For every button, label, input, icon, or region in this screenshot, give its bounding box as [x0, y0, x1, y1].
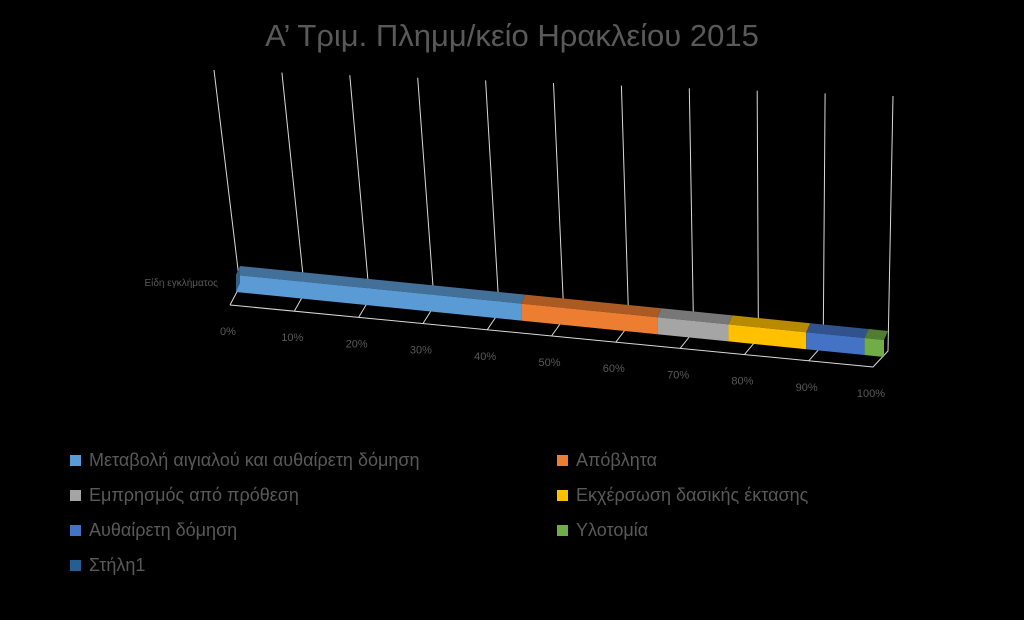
- legend-label: Μεταβολή αιγιαλού και αυθαίρετη δόμηση: [89, 449, 420, 470]
- legend-label: Απόβλητα: [576, 449, 658, 470]
- x-tick-label: 10%: [281, 332, 303, 344]
- legend-swatch: [70, 489, 81, 501]
- x-axis: [229, 304, 874, 368]
- legend-item: Απόβλητα: [557, 448, 957, 472]
- bar-segment: [728, 324, 807, 350]
- bar-segment-top: [521, 294, 662, 318]
- bar-segment-top: [236, 266, 526, 304]
- gridline: [872, 95, 894, 368]
- x-tick-label: 30%: [410, 345, 432, 357]
- bar-segment-top: [657, 308, 733, 325]
- gridline: [808, 93, 826, 362]
- legend-swatch: [557, 489, 568, 501]
- legend-item: Εμπρησμός από πρόθεση: [70, 483, 557, 507]
- legend-label: Στήλη1: [89, 554, 146, 575]
- legend-item: Στήλη1: [70, 553, 557, 577]
- chart-title: Α’ Τριμ. Πλημμ/κείο Ηρακλείου 2015: [265, 18, 759, 53]
- x-tick-label: 40%: [474, 351, 496, 363]
- x-tick-label: 60%: [603, 363, 625, 375]
- legend-label: Εμπρησμός από πρόθεση: [89, 484, 299, 505]
- bar-segment-top: [864, 329, 888, 340]
- x-tick-label: 90%: [796, 382, 818, 394]
- legend-item: Αυθαίρετη δόμηση: [70, 518, 557, 542]
- x-tick-label: 100%: [857, 388, 885, 400]
- x-tick-label: 70%: [667, 369, 689, 381]
- gridline: [679, 88, 695, 349]
- gridline: [213, 69, 241, 306]
- legend-label: Εκχέρσωση δασικής έκτασης: [576, 484, 809, 505]
- x-tick-labels: 0% 10% 20% 30% 40% 50% 60% 70% 80% 90% 100%: [220, 326, 885, 400]
- bar-segment: [806, 332, 865, 356]
- bar-segment-top: [806, 323, 869, 339]
- legend: Μεταβολή αιγιαλού και αυθαίρετη δόμηση Απ…: [70, 448, 970, 577]
- x-tick-label: 50%: [538, 357, 560, 369]
- legend-swatch: [557, 524, 568, 536]
- bar-segment: [864, 338, 884, 357]
- chart-plot-area: 0% 10% 20% 30% 40% 50% 60% 70% 80% 90% 100% Είδη ε…: [144, 69, 894, 400]
- bar-segment: [236, 275, 522, 321]
- x-tick-label: 20%: [346, 338, 368, 350]
- legend-item: Υλοτομία: [557, 518, 957, 542]
- legend-label: Υλοτομία: [576, 519, 649, 540]
- bar-stack: [236, 266, 888, 357]
- legend-swatch: [70, 454, 81, 466]
- bar-segment-top: [728, 315, 811, 333]
- gridline: [744, 90, 759, 355]
- x-tick-label: 80%: [731, 376, 753, 388]
- x-tick-label: 0%: [220, 326, 236, 338]
- legend-swatch: [70, 559, 81, 571]
- bar-end-cap: [236, 266, 240, 292]
- bar-segment: [657, 317, 729, 342]
- category-label: Είδη εγκλήματος: [144, 277, 218, 289]
- legend-swatch: [557, 454, 568, 466]
- x-axis-line: [229, 304, 874, 368]
- legend-item: Μεταβολή αιγιαλού και αυθαίρετη δόμηση: [70, 448, 557, 472]
- gridline: [615, 85, 630, 343]
- legend-swatch: [70, 524, 81, 536]
- bar-segment: [521, 303, 658, 335]
- legend-label: Αυθαίρετη δόμηση: [89, 519, 238, 540]
- legend-item: Εκχέρσωση δασικής έκτασης: [557, 483, 957, 507]
